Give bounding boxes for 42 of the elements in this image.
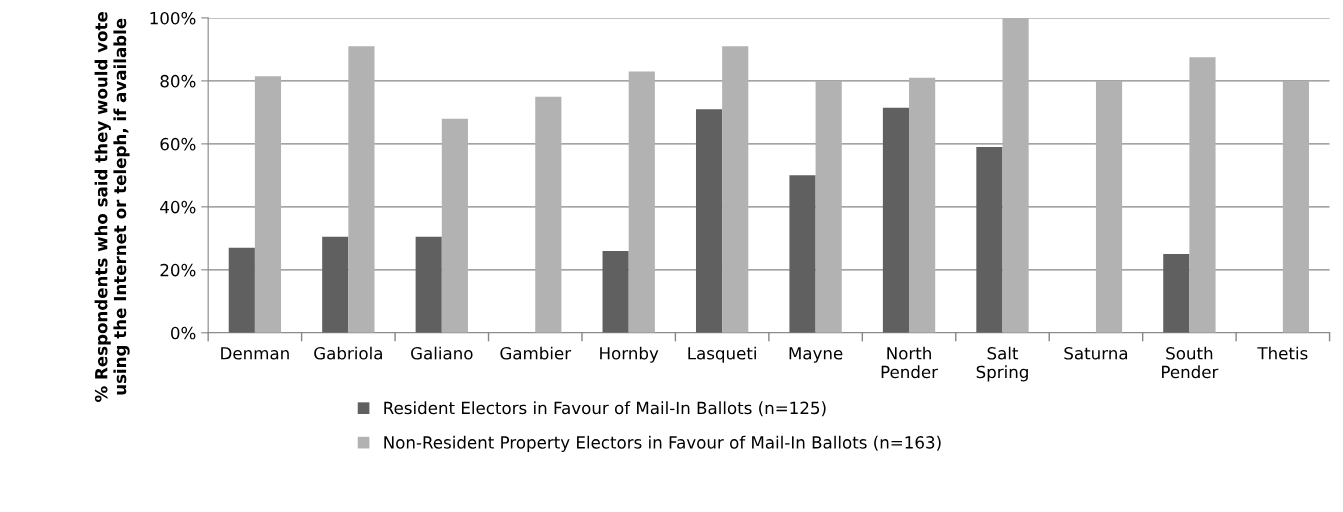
bar (602, 250, 629, 333)
bar (789, 175, 816, 333)
bar (722, 46, 749, 333)
bar (441, 118, 468, 333)
x-tick-label: Denman (221, 347, 289, 360)
x-tick-label: Salt Spring (976, 346, 1028, 382)
x-tick-label: North Pender (881, 346, 939, 379)
x-tick-label: Galiano (411, 346, 473, 360)
bar (1282, 80, 1310, 333)
bar (415, 236, 442, 333)
bar (628, 71, 655, 333)
bar (882, 107, 910, 333)
y-tick-label: 40% (160, 200, 196, 214)
bar (1163, 254, 1190, 333)
x-tick-label: Hornby (600, 346, 659, 363)
x-tick-label: Gambier (500, 346, 572, 360)
y-tick-label: 100% (150, 11, 196, 25)
bar (1002, 17, 1029, 333)
bar (909, 77, 936, 333)
y-tick-label: 20% (160, 263, 196, 277)
x-tick-label: Thetis (1257, 346, 1308, 360)
x-tick-label: South Pender (1162, 346, 1219, 379)
bar (254, 76, 282, 333)
x-tick-label: Gabriola (314, 346, 382, 360)
bar (1189, 57, 1216, 333)
legend-label: Non-Resident Property Electors in Favour of Mail-In Ballots (n=163) (384, 435, 941, 452)
bar (322, 236, 349, 333)
y-axis-title: % Respondents who said they would vote using the Internet or teleph, if available (94, 12, 130, 402)
legend-label: Resident Electors in Favour of Mail-In Ballots (n=125) (384, 401, 826, 417)
bar (695, 109, 723, 333)
bar (1095, 80, 1123, 333)
x-tick-label: Mayne (789, 347, 843, 363)
x-tick-label: Lasqueti (688, 346, 756, 363)
y-tick-label: 60% (160, 137, 196, 151)
bar (976, 147, 1003, 333)
y-tick-label: 80% (160, 74, 196, 88)
bar (348, 46, 375, 333)
bar (228, 247, 255, 333)
bar (815, 80, 842, 333)
bar (535, 96, 562, 333)
y-tick-label: 0% (171, 326, 196, 340)
x-tick-label: Saturna (1064, 346, 1128, 360)
